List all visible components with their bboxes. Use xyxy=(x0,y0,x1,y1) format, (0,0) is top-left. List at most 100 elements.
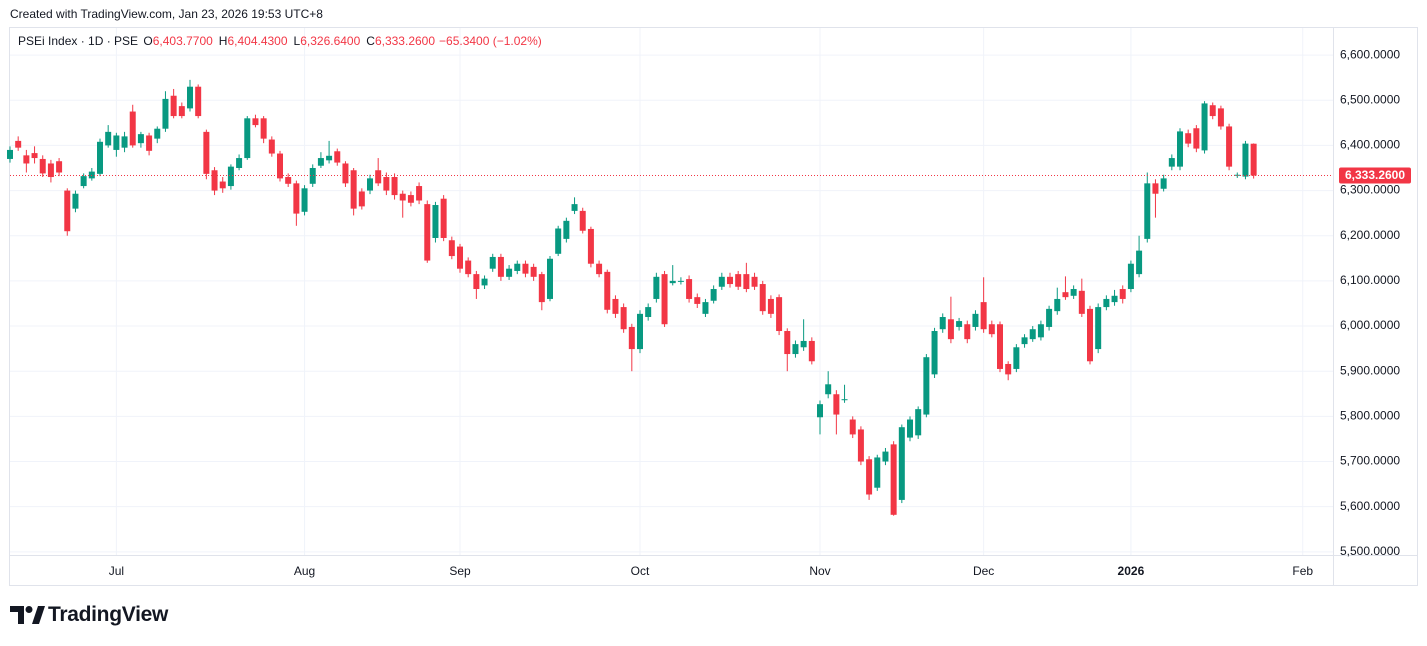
candle-body xyxy=(1242,143,1249,177)
candle-body xyxy=(596,263,603,275)
candle-body xyxy=(563,220,570,239)
candle-body xyxy=(301,188,308,212)
candle-body xyxy=(571,204,578,211)
candle-body xyxy=(866,459,873,495)
candle-body xyxy=(1062,292,1069,298)
candle-body xyxy=(383,177,390,191)
candle-body xyxy=(718,276,725,287)
candle-body xyxy=(326,155,333,161)
candle-body xyxy=(56,161,63,173)
candle-body xyxy=(612,298,619,314)
candle-body xyxy=(342,163,349,184)
legend-key: C xyxy=(366,34,375,48)
candle-body xyxy=(358,191,365,207)
candle-body xyxy=(530,266,537,277)
candle-body xyxy=(587,228,594,264)
y-tick-label: 5,900.0000 xyxy=(1340,363,1400,377)
candle-body xyxy=(309,167,316,184)
x-tick-label: Feb xyxy=(1292,564,1313,578)
candle-body xyxy=(268,139,275,154)
candle-body xyxy=(154,128,161,139)
candle-body xyxy=(64,190,71,232)
candle-body xyxy=(1070,289,1077,296)
candle-body xyxy=(1046,308,1053,327)
candle-body xyxy=(1168,158,1175,167)
chart-frame xyxy=(9,27,1418,586)
candle-body xyxy=(849,419,856,435)
candle-body xyxy=(1054,298,1061,312)
candle-body xyxy=(334,151,341,163)
candle-body xyxy=(407,195,414,203)
y-tick-label: 5,800.0000 xyxy=(1340,409,1400,423)
candle-body xyxy=(39,158,46,174)
candle-body xyxy=(604,271,611,310)
candle-body xyxy=(1037,324,1044,338)
candle-body xyxy=(277,153,283,179)
brand: TradingView xyxy=(48,603,169,626)
x-tick-label: Dec xyxy=(973,564,994,578)
candle-body xyxy=(432,205,439,238)
candle-body xyxy=(964,324,971,340)
candle-body xyxy=(317,158,324,166)
y-tick-label: 5,700.0000 xyxy=(1340,454,1400,468)
candle-body xyxy=(628,326,635,350)
candle-body xyxy=(972,313,979,327)
candle-body xyxy=(1029,329,1036,340)
candle-body xyxy=(792,344,799,355)
candle-body xyxy=(1152,183,1159,194)
candle-body xyxy=(244,118,251,159)
candle-body xyxy=(555,228,562,254)
candle-body xyxy=(211,170,218,191)
candle-body xyxy=(1087,308,1093,362)
candle-body xyxy=(661,274,668,325)
candle-body xyxy=(743,274,750,290)
y-tick-label: 6,600.0000 xyxy=(1340,47,1400,61)
candle-body xyxy=(97,141,103,174)
candle-body xyxy=(260,118,267,139)
candle-body xyxy=(653,276,660,299)
legend-key: H xyxy=(218,34,228,48)
candle-body xyxy=(907,419,913,438)
candle-body xyxy=(817,404,823,418)
candle-body xyxy=(146,135,153,151)
candle-body xyxy=(1095,307,1102,350)
candle-body xyxy=(767,298,774,314)
candle-body xyxy=(23,155,30,164)
candle-body xyxy=(424,204,431,261)
candle-body xyxy=(285,177,292,184)
candle-body xyxy=(367,178,373,191)
candle-body xyxy=(416,186,423,201)
x-tick-label: Oct xyxy=(631,564,650,578)
candle-body xyxy=(547,258,553,299)
candle-body xyxy=(448,240,455,257)
candle-body xyxy=(178,106,185,117)
last-price-label: 6,333.2600 xyxy=(1345,168,1405,182)
candle-body xyxy=(637,313,643,350)
candle-body xyxy=(375,170,382,184)
candle-body xyxy=(579,210,586,231)
candle-body xyxy=(645,307,652,318)
legend: PSEi Index · 1D · PSE O6,403.7700 H6,404.… xyxy=(18,34,546,48)
candle-body xyxy=(1111,295,1118,303)
candle-body xyxy=(735,274,742,287)
candle-body xyxy=(514,263,521,271)
y-tick-label: 6,200.0000 xyxy=(1340,228,1400,242)
candle-body xyxy=(710,289,717,301)
candle-body xyxy=(1103,298,1110,308)
candle-body xyxy=(1201,103,1208,151)
candle-body xyxy=(187,86,193,109)
legend-value: 6,404.4300 xyxy=(227,34,288,48)
candle-body xyxy=(808,340,815,362)
candle-body xyxy=(465,260,472,275)
candle-body xyxy=(15,140,22,148)
candle-body xyxy=(751,276,758,287)
y-tick-label: 6,000.0000 xyxy=(1340,318,1400,332)
grid xyxy=(10,28,1333,555)
candle-body xyxy=(857,429,864,462)
candle-body xyxy=(980,302,987,330)
candle-body xyxy=(473,274,480,290)
candle-body xyxy=(506,268,513,277)
candle-body xyxy=(1217,108,1224,127)
